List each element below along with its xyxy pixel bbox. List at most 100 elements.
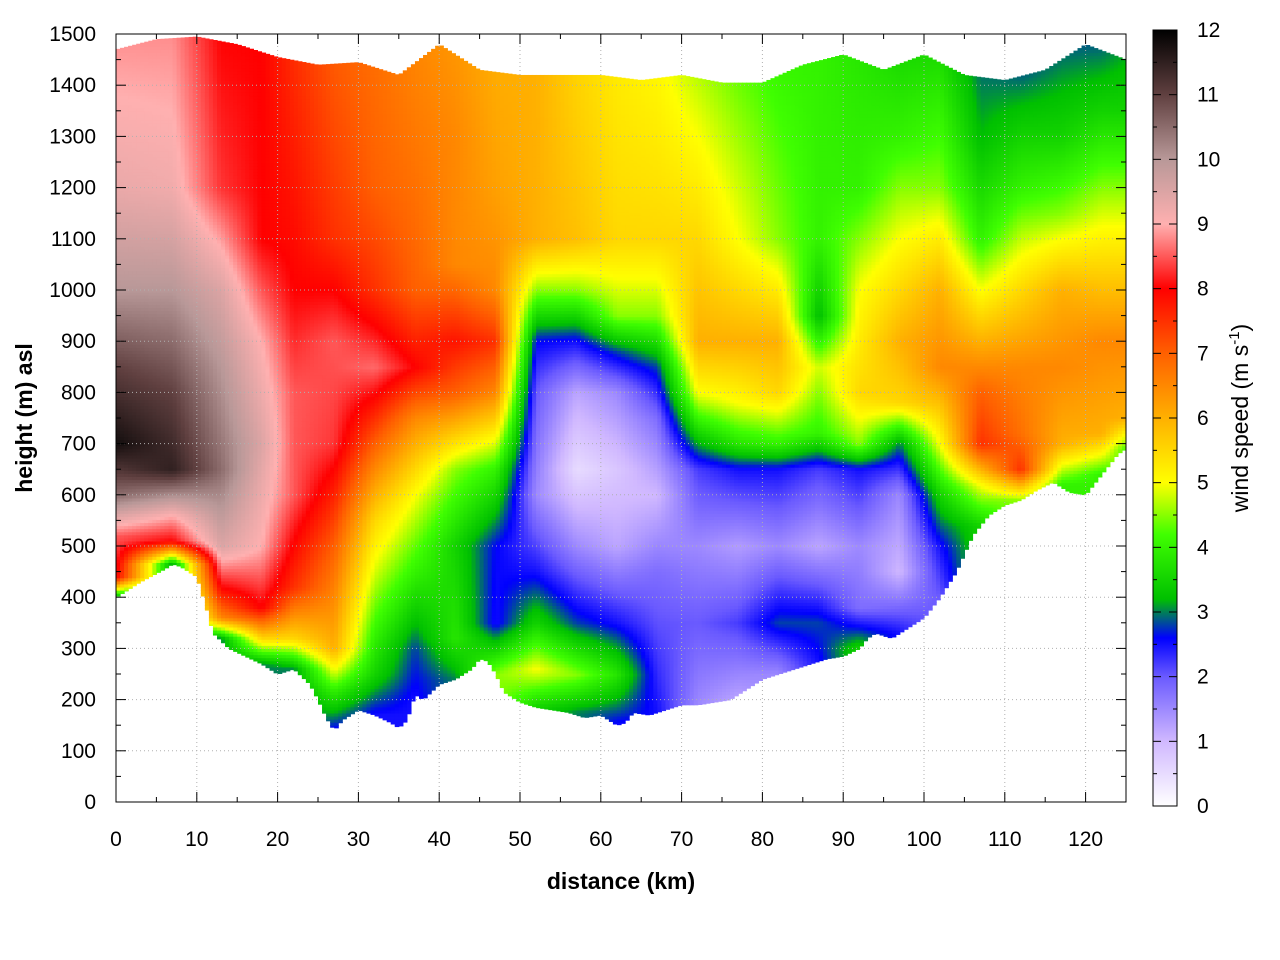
heat-cell	[124, 553, 129, 557]
heat-cell	[144, 249, 149, 253]
heat-cell	[128, 206, 133, 210]
heat-cell	[124, 138, 129, 143]
heat-cell	[124, 120, 129, 124]
heat-cell	[128, 568, 133, 573]
heat-cell	[148, 288, 153, 293]
heat-cell	[132, 178, 137, 183]
heat-cell	[116, 571, 121, 576]
heat-cell	[136, 353, 141, 358]
heat-cell	[140, 507, 145, 511]
heat-cell	[116, 215, 121, 219]
heat-cell	[148, 218, 153, 222]
heat-cell	[132, 457, 137, 462]
heat-cell	[132, 550, 137, 554]
heat-cell	[124, 279, 129, 284]
heat-cell	[144, 461, 149, 465]
heat-cell	[144, 547, 149, 551]
heat-cell	[136, 427, 141, 431]
heat-cell	[136, 169, 141, 173]
heat-cell	[132, 166, 137, 170]
heat-cell	[148, 141, 153, 146]
heat-cell	[116, 500, 121, 505]
heat-cell	[136, 215, 141, 219]
heat-cell	[132, 89, 137, 93]
heat-cell	[128, 550, 133, 554]
heat-cell	[128, 350, 133, 355]
heat-cell	[120, 461, 125, 465]
heat-cell	[128, 368, 133, 373]
heat-cell	[140, 476, 145, 481]
heat-cell	[144, 73, 149, 78]
heat-cell	[120, 482, 125, 487]
heat-cell	[136, 359, 141, 364]
heat-cell	[124, 507, 129, 511]
heat-cell	[136, 101, 141, 106]
heat-cell	[128, 519, 133, 524]
heat-cell	[128, 196, 133, 201]
heat-cell	[124, 172, 129, 176]
heat-cell	[124, 230, 129, 235]
heat-cell	[116, 270, 121, 275]
heat-cell	[136, 399, 141, 404]
heat-cell	[148, 399, 153, 404]
heat-cell	[148, 347, 153, 352]
heat-cell	[132, 371, 137, 376]
heat-cell	[132, 464, 137, 468]
heat-cell	[116, 583, 121, 588]
heat-cell	[124, 421, 129, 425]
heat-cell	[148, 172, 153, 176]
heat-cell	[140, 224, 145, 229]
heat-cell	[136, 374, 141, 379]
heat-cell	[128, 270, 133, 275]
heat-cell	[136, 430, 141, 434]
heat-cell	[116, 590, 121, 594]
heat-cell	[128, 123, 133, 127]
heat-cell	[136, 230, 141, 235]
heat-cell	[204, 38, 210, 41]
heat-cell	[144, 199, 149, 204]
heat-cell	[140, 46, 145, 50]
heat-cell	[124, 476, 129, 481]
heat-cell	[124, 86, 129, 90]
heat-cell	[144, 476, 149, 481]
heat-cell	[120, 378, 125, 382]
heat-cell	[120, 190, 125, 195]
heat-cell	[144, 236, 149, 241]
heat-cell	[120, 212, 125, 216]
heat-cell	[140, 104, 145, 109]
heat-cell	[148, 574, 153, 578]
heat-cell	[140, 129, 145, 133]
heat-cell	[144, 126, 149, 130]
heat-cell	[128, 236, 133, 241]
heat-cell	[120, 411, 125, 416]
heat-cell	[128, 467, 133, 471]
heat-cell	[124, 304, 129, 309]
heat-cell	[120, 288, 125, 293]
heat-cell	[144, 70, 149, 75]
heat-cell	[124, 218, 129, 222]
heat-cell	[128, 175, 133, 179]
heat-cell	[120, 497, 125, 502]
heat-cell	[132, 384, 137, 388]
heat-cell	[148, 433, 153, 438]
heat-cell	[136, 153, 141, 158]
heat-cell	[116, 61, 121, 66]
heat-cell	[144, 559, 149, 563]
heat-cell	[144, 98, 149, 103]
heat-cell	[136, 61, 141, 66]
heat-cell	[116, 580, 121, 585]
heat-cell	[136, 577, 141, 582]
heat-cell	[124, 454, 129, 459]
heat-cell	[140, 255, 145, 259]
heat-cell	[124, 396, 129, 401]
heat-cell	[136, 421, 141, 425]
heat-cell	[140, 479, 145, 484]
heat-cell	[128, 378, 133, 382]
heat-cell	[120, 279, 125, 284]
heat-cell	[128, 187, 133, 192]
heat-cell	[120, 120, 125, 124]
heat-cell	[116, 353, 121, 358]
heat-cell	[140, 120, 145, 124]
heat-cell	[136, 574, 141, 579]
heat-cell	[140, 80, 145, 84]
